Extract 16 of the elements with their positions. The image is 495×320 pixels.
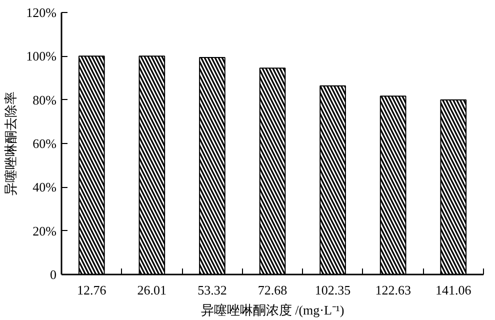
x-tick-label: 53.32 <box>198 282 227 298</box>
x-tick-label: 141.06 <box>435 282 472 298</box>
y-tick-label: 80% <box>32 92 57 108</box>
x-tick-label: 102.35 <box>314 282 351 298</box>
y-tick-label: 120% <box>26 5 57 20</box>
y-tick-label: 0 <box>50 267 56 282</box>
y-tick-label: 100% <box>26 48 57 64</box>
x-axis-title: 异噻唑啉酮浓度 /(mg·L⁻¹) <box>200 302 344 318</box>
x-tick-label: 122.63 <box>375 282 411 298</box>
x-tick-label: 72.68 <box>258 282 288 298</box>
x-tick-label: 12.76 <box>77 282 107 298</box>
y-axis-title: 异噻唑啉酮去除率 <box>3 92 18 196</box>
y-tick-label: 60% <box>32 136 57 151</box>
x-tick-label: 26.01 <box>137 282 167 298</box>
y-tick-label: 20% <box>32 223 57 238</box>
y-tick-label: 40% <box>32 180 57 195</box>
